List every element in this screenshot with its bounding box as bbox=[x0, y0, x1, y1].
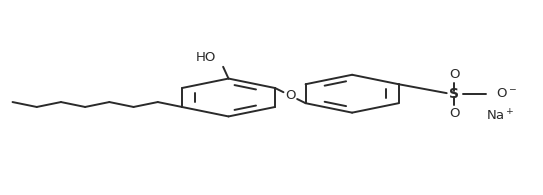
Text: O: O bbox=[449, 68, 459, 81]
Text: O: O bbox=[449, 107, 459, 120]
Text: HO: HO bbox=[196, 51, 216, 64]
Text: O: O bbox=[285, 89, 295, 102]
Text: O$^-$: O$^-$ bbox=[496, 87, 517, 100]
Text: Na$^+$: Na$^+$ bbox=[487, 109, 515, 124]
Text: S: S bbox=[449, 87, 459, 101]
